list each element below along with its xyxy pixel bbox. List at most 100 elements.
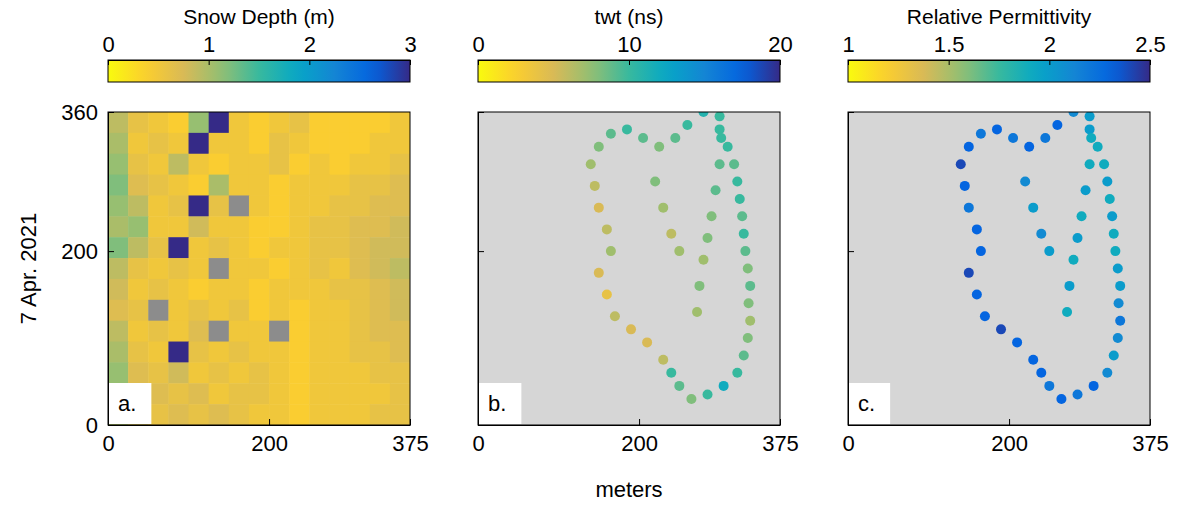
- heatmap-cell: [229, 112, 250, 133]
- heatmap-cell: [168, 154, 189, 175]
- heatmap-cell: [189, 279, 210, 300]
- x-tick: 375: [392, 419, 429, 456]
- colorbar-tick-mark: [309, 60, 310, 65]
- heatmap-cell: [148, 362, 169, 383]
- heatmap-cell: [390, 279, 410, 300]
- heatmap-cell: [229, 175, 250, 196]
- heatmap-cell: [148, 154, 169, 175]
- point: [972, 224, 982, 234]
- heatmap-cell: [168, 258, 189, 279]
- heatmap-cell: [148, 300, 169, 321]
- x-axis: 0200375: [842, 419, 1168, 456]
- point: [606, 129, 616, 139]
- heatmap-cell: [370, 342, 391, 363]
- heatmap-cell: [350, 362, 371, 383]
- heatmap-cell: [148, 404, 169, 425]
- y-tick-mark: [478, 251, 484, 252]
- heatmap-cell: [390, 383, 410, 404]
- heatmap-cell: [168, 342, 189, 363]
- colorbar-tick: 1.5: [934, 32, 965, 65]
- point: [1073, 390, 1083, 400]
- heatmap-cell: [269, 216, 290, 237]
- colorbar-gradient: [848, 60, 1150, 82]
- heatmap-cell: [269, 237, 290, 258]
- plot-area: [478, 112, 780, 425]
- heatmap-cell: [128, 362, 149, 383]
- heatmap-cell: [189, 154, 210, 175]
- heatmap-cell: [189, 175, 210, 196]
- point: [610, 311, 620, 321]
- colorbar-axis-line: [109, 60, 411, 61]
- heatmap-cell: [309, 321, 330, 342]
- heatmap-cell: [189, 321, 210, 342]
- plot-frame: [108, 112, 410, 425]
- colorbar-tick-label: 2: [1044, 32, 1056, 57]
- heatmap-cell: [128, 258, 149, 279]
- colorbar-title: Relative Permittivity: [907, 5, 1092, 28]
- heatmap-cell: [128, 133, 149, 154]
- heatmap-cell: [148, 216, 169, 237]
- heatmap-cell: [108, 154, 129, 175]
- heatmap-cell: [309, 112, 330, 133]
- x-axis-line: [849, 425, 1151, 426]
- heatmap-cell: [128, 321, 149, 342]
- heatmap-cell: [209, 279, 230, 300]
- point: [1114, 298, 1124, 308]
- point: [703, 233, 713, 243]
- heatmap-cell: [249, 279, 270, 300]
- point: [594, 142, 604, 152]
- heatmap-cell: [309, 342, 330, 363]
- heatmap-cell: [128, 342, 149, 363]
- point: [1024, 142, 1034, 152]
- heatmap-cell: [128, 195, 149, 216]
- heatmap-cell: [289, 300, 310, 321]
- heatmap-cell: [370, 133, 391, 154]
- heatmap-cell: [390, 342, 410, 363]
- heatmap-cell: [269, 112, 290, 133]
- heatmap-cell: [209, 362, 230, 383]
- point: [666, 229, 676, 239]
- heatmap-cell: [350, 237, 371, 258]
- colorbar-tick-mark: [629, 60, 630, 65]
- heatmap-cell: [229, 404, 250, 425]
- heatmap-cell: [168, 279, 189, 300]
- heatmap-cell: [309, 383, 330, 404]
- point: [740, 246, 750, 256]
- plot-area: [108, 112, 410, 425]
- colorbar-title: Snow Depth (m): [183, 5, 335, 28]
- heatmap-cell: [370, 216, 391, 237]
- heatmap-cell: [108, 321, 129, 342]
- heatmap-cell: [390, 216, 410, 237]
- heatmap-cell: [189, 383, 210, 404]
- point: [1052, 120, 1062, 130]
- colorbar-tick-mark: [478, 60, 479, 65]
- y-tick-label: 360: [61, 100, 98, 125]
- x-tick-label: 375: [762, 431, 799, 456]
- heatmap-cell: [390, 154, 410, 175]
- point: [1102, 368, 1112, 378]
- point: [745, 316, 755, 326]
- x-axis-line: [479, 425, 781, 426]
- y-axis-line: [108, 113, 109, 426]
- heatmap-cell: [128, 112, 149, 133]
- x-axis: 0200375: [472, 419, 798, 456]
- terrain-background: [478, 112, 780, 425]
- y-tick: [848, 425, 854, 426]
- heatmap-cell: [350, 258, 371, 279]
- heatmap-cell: [289, 321, 310, 342]
- heatmap-cell: [370, 279, 391, 300]
- heatmap-cell: [289, 404, 310, 425]
- heatmap-cell: [128, 279, 149, 300]
- heatmap-cell: [148, 279, 169, 300]
- point: [670, 133, 680, 143]
- heatmap-cell: [189, 237, 210, 258]
- point: [1115, 281, 1125, 291]
- heatmap-cell: [370, 237, 391, 258]
- colorbar-tick-mark: [848, 60, 849, 65]
- heatmap-cell: [128, 175, 149, 196]
- point: [1064, 281, 1074, 291]
- point: [626, 324, 636, 334]
- point: [732, 368, 742, 378]
- point: [1020, 177, 1030, 187]
- point: [1113, 264, 1123, 274]
